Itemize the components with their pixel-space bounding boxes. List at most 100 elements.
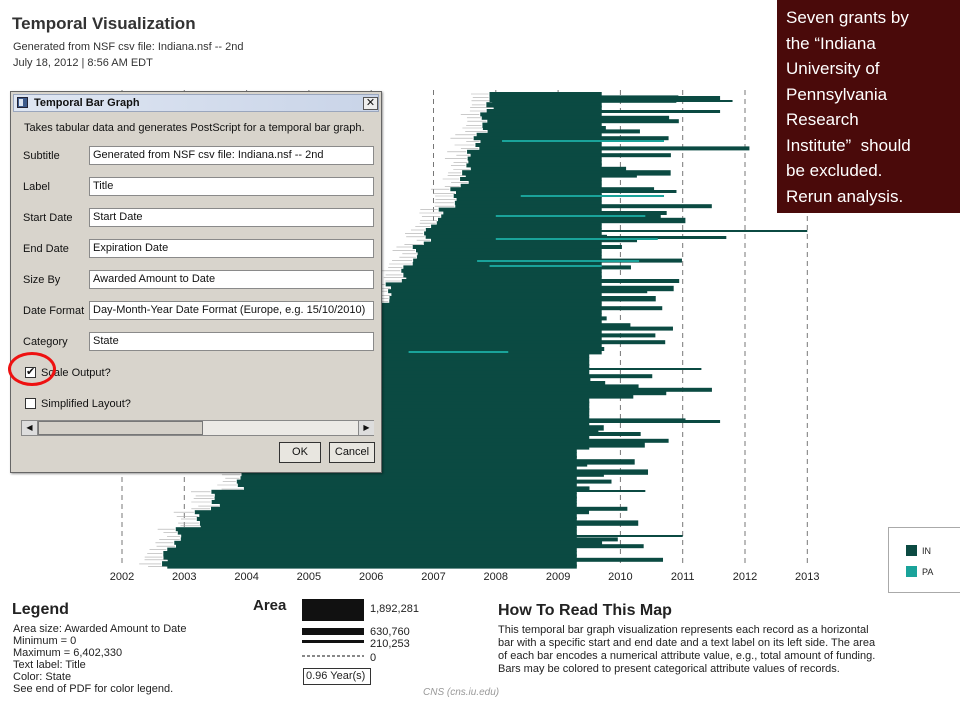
horizontal-scrollbar[interactable]: ◀ ▶ bbox=[21, 420, 374, 436]
viz-date: July 18, 2012 | 8:56 AM EDT bbox=[13, 57, 153, 69]
grant-bar bbox=[389, 296, 656, 302]
year-tick-label: 2013 bbox=[795, 571, 819, 583]
legend-line: See end of PDF for color legend. bbox=[13, 683, 174, 695]
area-value: 0 bbox=[370, 652, 377, 664]
grant-bar bbox=[406, 275, 602, 280]
grant-bar bbox=[361, 323, 631, 328]
grant-bar bbox=[479, 146, 750, 151]
grant-bar bbox=[313, 401, 590, 406]
grant-bar bbox=[465, 173, 637, 178]
grant-bar bbox=[265, 466, 577, 472]
legend-line: Text label: Title bbox=[13, 659, 86, 671]
grant-bar bbox=[219, 503, 577, 509]
ok-button[interactable]: OK bbox=[279, 442, 321, 463]
grant-bar bbox=[401, 268, 602, 273]
grant-bar bbox=[482, 126, 606, 130]
area-title: Area bbox=[253, 597, 287, 614]
grant-bar bbox=[403, 272, 602, 278]
grant-bar bbox=[339, 360, 590, 366]
date-format-label: Date Format bbox=[23, 305, 85, 317]
dialog-description: Takes tabular data and generates PostScr… bbox=[24, 122, 365, 134]
label-field[interactable]: Title bbox=[89, 177, 374, 196]
legend-line: Area size: Awarded Amount to Date bbox=[13, 623, 187, 635]
size-by-field[interactable]: Awarded Amount to Date bbox=[89, 270, 374, 289]
grant-bar bbox=[481, 115, 670, 120]
legend-swatch-in bbox=[906, 545, 917, 556]
legend-title: Legend bbox=[12, 601, 69, 618]
grant-bar bbox=[455, 190, 602, 196]
grant-bar bbox=[466, 163, 602, 168]
area-bar-small bbox=[302, 640, 364, 643]
grant-bar bbox=[300, 415, 590, 419]
cancel-button[interactable]: Cancel bbox=[329, 442, 375, 463]
grant-bar bbox=[194, 510, 590, 515]
year-tick-label: 2007 bbox=[421, 571, 445, 583]
grant-bar bbox=[354, 347, 605, 351]
legend-line: Maximum = 6,402,330 bbox=[13, 647, 123, 659]
grant-bar bbox=[167, 564, 577, 569]
start-date-field[interactable]: Start Date bbox=[89, 208, 374, 227]
grant-bar bbox=[211, 489, 577, 494]
callout-line: Rerun analysis. bbox=[786, 186, 904, 206]
grant-bar bbox=[286, 449, 577, 453]
grant-bar bbox=[489, 100, 733, 102]
grant-bar bbox=[285, 445, 590, 450]
grant-bar bbox=[424, 231, 602, 236]
date-format-select[interactable]: Day-Month-Year Date Format (Europe, e.g.… bbox=[89, 301, 374, 320]
size-by-label: Size By bbox=[23, 274, 61, 286]
grant-bar bbox=[373, 316, 607, 321]
grant-bar bbox=[514, 236, 727, 239]
grant-bar bbox=[460, 177, 602, 181]
subtitle-field[interactable]: Generated from NSF csv file: Indiana.nsf… bbox=[89, 146, 374, 165]
grant-bar bbox=[175, 527, 577, 532]
grant-bar bbox=[408, 351, 509, 353]
temporal-bar-graph-dialog: Temporal Bar Graph ✕ Takes tabular data … bbox=[10, 91, 382, 473]
grant-bar bbox=[487, 129, 640, 134]
grant-bar bbox=[299, 432, 641, 436]
grant-bar bbox=[489, 96, 721, 100]
grant-bar bbox=[438, 207, 602, 212]
close-icon[interactable]: ✕ bbox=[363, 97, 378, 110]
area-key-bars bbox=[302, 599, 364, 657]
simplified-layout-checkbox[interactable] bbox=[25, 398, 36, 409]
grant-bar bbox=[468, 160, 602, 166]
year-tick-label: 2002 bbox=[110, 571, 134, 583]
category-label: Category bbox=[23, 336, 68, 348]
grant-bar bbox=[200, 523, 577, 528]
grant-bar bbox=[174, 540, 603, 545]
category-field[interactable]: State bbox=[89, 332, 374, 351]
grant-bar bbox=[403, 265, 631, 270]
grant-bar bbox=[438, 217, 686, 224]
grant-bar bbox=[313, 411, 590, 416]
howto-line: bar with a specific start and end date a… bbox=[498, 637, 876, 649]
grant-bar bbox=[391, 292, 602, 298]
grant-bar bbox=[489, 92, 602, 96]
grant-bar bbox=[163, 554, 577, 560]
cns-credit: CNS (cns.iu.edu) bbox=[423, 687, 500, 698]
grant-bar bbox=[495, 215, 646, 217]
end-date-field[interactable]: Expiration Date bbox=[89, 239, 374, 258]
callout-line: Pennsylvania bbox=[786, 84, 888, 104]
legend-line: Minimum = 0 bbox=[13, 635, 77, 647]
grant-bar bbox=[412, 245, 622, 249]
grant-bar bbox=[340, 364, 590, 368]
scroll-left-icon[interactable]: ◀ bbox=[22, 421, 38, 435]
area-value: 210,253 bbox=[370, 638, 410, 650]
scroll-right-icon[interactable]: ▶ bbox=[358, 421, 374, 435]
grant-bar bbox=[285, 438, 669, 443]
grant-bar bbox=[551, 190, 677, 193]
grant-bar bbox=[443, 211, 667, 215]
grant-bar bbox=[177, 530, 577, 535]
grant-bar bbox=[489, 265, 602, 267]
grant-bar bbox=[327, 387, 712, 392]
window-icon bbox=[17, 97, 28, 108]
grant-bar bbox=[313, 408, 590, 413]
howto-line: Bars may be colored to present categoric… bbox=[498, 663, 840, 675]
dialog-titlebar[interactable]: Temporal Bar Graph ✕ bbox=[13, 94, 379, 112]
grant-bar bbox=[378, 306, 663, 311]
callout-line: Institute” should bbox=[786, 135, 911, 155]
start-date-label: Start Date bbox=[23, 212, 73, 224]
grant-bar bbox=[162, 561, 577, 567]
scroll-thumb[interactable] bbox=[38, 421, 203, 435]
grant-bar bbox=[302, 421, 590, 428]
